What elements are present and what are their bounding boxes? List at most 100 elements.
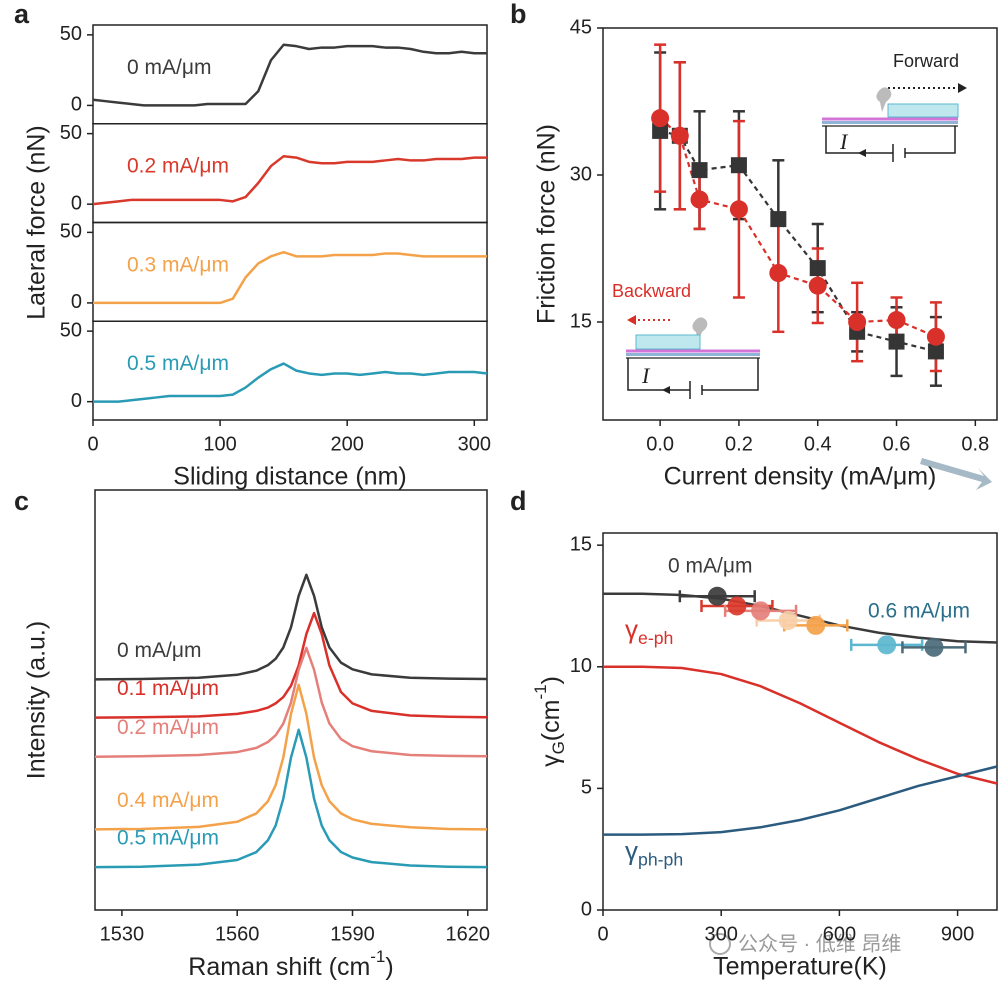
inset-label: Backward [612,281,691,301]
x-tick-label: 0 [597,923,608,945]
y-tick-label: 0 [71,291,82,313]
x-tick-label: 1530 [100,923,145,945]
marker [727,596,747,616]
x-tick-label: 0.0 [646,433,674,455]
y-axis-label-part: G [549,741,568,754]
series-label: 0.4 mA/μm [117,789,219,812]
y-axis-label-part: ) [537,676,565,684]
marker [806,615,826,635]
x-axis-label-part: -1 [370,947,385,966]
x-axis-label-part: ) [385,953,393,981]
curve [94,611,488,719]
y-tick-label: 50 [60,221,82,243]
panel-label: b [510,0,527,29]
marker [729,200,748,219]
marker [691,162,708,179]
annotation: 0 mA/μm [668,555,752,578]
x-tick-label: 1560 [215,923,260,945]
series-label: 0.2 mA/μm [127,155,229,178]
subplot-frame [92,320,488,421]
curve [94,683,488,831]
annotation: 0.6 mA/μm [868,600,970,623]
y-tick-label: 10 [570,655,592,677]
x-tick-label: 900 [941,923,974,945]
series-label-part: γ [625,614,638,644]
y-tick-label: 30 [570,163,592,185]
y-tick-label: 15 [570,533,592,555]
y-tick-label: 50 [60,122,82,144]
series-label: 0.5 mA/μm [127,352,229,375]
force-trace [92,154,487,206]
panel-label: c [14,486,29,516]
decor-arrow [920,458,992,490]
panel-label: d [510,486,527,516]
y-tick-label: 45 [570,16,592,38]
flake [635,334,701,350]
marker [652,122,669,139]
x-tick-label: 0.6 [883,433,911,455]
x-tick-label: 0 [87,433,98,455]
marker [651,109,670,128]
y-tick-label: 50 [60,23,82,45]
x-axis-label: Raman shift (cm-1) [188,947,393,980]
marker [888,333,905,350]
battery-gap [690,383,702,397]
y-axis-label: Intensity (a.u.) [23,621,51,779]
y-axis-label-part: (cm [537,700,565,742]
x-tick-label: 100 [203,433,236,455]
x-tick-label: 0.8 [961,433,989,455]
y-tick-label: 0 [71,192,82,214]
marker [927,343,944,360]
flake [887,103,959,118]
marker [769,264,788,282]
y-axis-label: Lateral force (nN) [23,125,51,320]
curve [603,665,998,785]
marker [770,211,787,228]
series-label-part: e-ph [638,627,673,647]
marker [926,327,945,346]
marker [848,313,867,331]
x-tick-label: 0.4 [804,433,832,455]
force-trace [93,362,488,403]
y-axis-label-part: -1 [531,684,550,699]
current-label: I [839,129,849,154]
marker [778,611,798,631]
curve [94,646,488,758]
plot-frame [94,489,488,911]
series-label-part: ph-ph [638,849,683,869]
series-label: γe-ph [625,614,673,648]
y-tick-label: 0 [71,94,82,116]
inset-label: Forward [893,51,959,71]
x-tick-label: 300 [458,433,491,455]
marker [707,586,727,606]
series-label-part: γ [625,835,638,865]
x-axis-label: Sliding distance (nm) [173,463,406,491]
battery-gap [893,146,905,160]
x-tick-label: 200 [331,433,364,455]
y-tick-label: 5 [581,777,592,799]
x-tick-label: 300 [705,923,738,945]
series-label: 0 mA/μm [127,56,211,79]
plot-frame [602,532,998,911]
curve [603,765,998,836]
arrow-head [662,386,670,394]
series-label: 0.1 mA/μm [117,677,219,700]
marker [887,311,906,330]
y-tick-label: 50 [60,319,82,341]
series-label: 0.5 mA/μm [117,827,219,850]
x-axis-label-part: Raman shift (cm [188,953,370,981]
x-tick-label: 1620 [446,923,491,945]
marker [924,637,944,657]
watermark-icon [709,933,731,955]
marker [809,260,826,277]
series-label: 0.2 mA/μm [117,716,219,739]
x-tick-label: 600 [823,923,856,945]
marker [730,157,747,174]
marker [877,635,897,655]
series-label: 0 mA/μm [117,639,201,662]
x-tick-label: 1590 [330,923,375,945]
marker [808,276,827,295]
arrow-head [858,149,866,157]
arrow-head [958,83,967,93]
